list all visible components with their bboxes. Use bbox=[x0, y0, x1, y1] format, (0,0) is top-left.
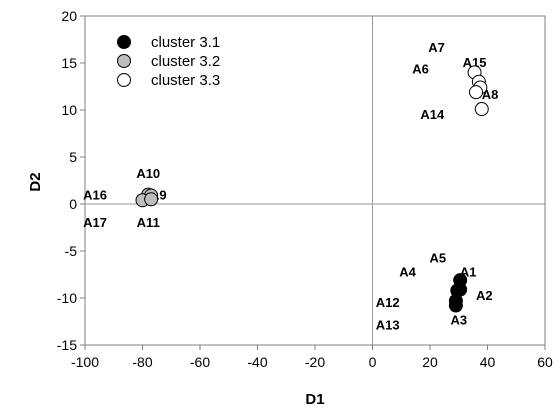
x-tick-label: 0 bbox=[369, 354, 377, 370]
reference-lines bbox=[85, 16, 545, 345]
data-point-cluster-2 bbox=[144, 192, 159, 207]
point-label: A14 bbox=[420, 107, 445, 122]
legend-marker bbox=[117, 54, 131, 68]
x-tick-label: 60 bbox=[537, 354, 553, 370]
y-axis-title: D2 bbox=[27, 172, 44, 191]
y-tick-label: -5 bbox=[65, 243, 78, 259]
x-axis-title: D1 bbox=[305, 391, 324, 408]
data-points bbox=[135, 65, 489, 313]
point-label: A17 bbox=[83, 215, 107, 230]
x-tick-label: -100 bbox=[71, 354, 99, 370]
x-tick-label: -80 bbox=[132, 354, 152, 370]
x-tick-label: -40 bbox=[247, 354, 267, 370]
y-tick-label: -15 bbox=[57, 337, 77, 353]
point-label: A3 bbox=[450, 313, 467, 328]
point-label: A12 bbox=[376, 295, 400, 310]
legend-label: cluster 3.2 bbox=[151, 53, 220, 70]
data-point-cluster-3 bbox=[474, 102, 489, 117]
y-tick-label: 10 bbox=[61, 102, 77, 118]
point-labels: A1A2A3A4A5A6A7A8A9A10A11A12A13A14A15A16A… bbox=[83, 40, 498, 332]
point-label: A10 bbox=[136, 166, 160, 181]
x-tick-label: -20 bbox=[305, 354, 325, 370]
legend: cluster 3.1 cluster 3.2 cluster 3.3 bbox=[117, 34, 220, 89]
legend-marker bbox=[117, 35, 131, 49]
legend-label: cluster 3.3 bbox=[151, 72, 220, 89]
data-point-cluster-1 bbox=[448, 298, 463, 313]
y-tick-label: -10 bbox=[57, 290, 77, 306]
data-point-cluster-3 bbox=[469, 85, 483, 100]
y-tick-label: 20 bbox=[61, 8, 77, 24]
legend-label: cluster 3.1 bbox=[151, 34, 220, 51]
point-label: A7 bbox=[428, 40, 445, 55]
y-tick-label: 0 bbox=[69, 196, 77, 212]
point-label: A13 bbox=[376, 317, 400, 332]
x-tick-label: 40 bbox=[480, 354, 496, 370]
x-tick-label: -60 bbox=[190, 354, 210, 370]
legend-marker bbox=[117, 73, 131, 87]
point-label: A2 bbox=[476, 288, 493, 303]
point-label: A15 bbox=[463, 55, 487, 70]
y-tick-label: 5 bbox=[69, 149, 77, 165]
point-label: A5 bbox=[429, 251, 446, 266]
point-label: A11 bbox=[137, 215, 160, 230]
point-label: A4 bbox=[399, 265, 416, 280]
y-tick-label: 15 bbox=[61, 55, 77, 71]
point-label: A16 bbox=[83, 188, 107, 203]
point-label: A6 bbox=[412, 62, 429, 77]
x-tick-label: 20 bbox=[422, 354, 438, 370]
axis-ticks: -100 -80 -60 -40 -20 0 20 40 60 -15 -10 -5 0 5 10 15 20 bbox=[57, 8, 553, 370]
